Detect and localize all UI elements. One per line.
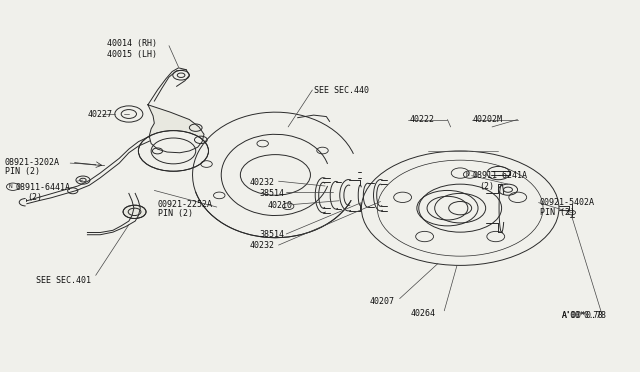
Text: A'00*0.78: A'00*0.78 <box>562 311 607 320</box>
Text: 08911-6241A: 08911-6241A <box>473 171 528 180</box>
Text: SEE SEC.440: SEE SEC.440 <box>314 86 369 94</box>
Text: N: N <box>9 184 13 189</box>
Text: 40264: 40264 <box>410 309 435 318</box>
Text: PIN (2): PIN (2) <box>4 167 40 176</box>
Text: PIN (2): PIN (2) <box>540 208 575 217</box>
Text: 40202M: 40202M <box>473 115 503 124</box>
Text: 40232: 40232 <box>250 241 275 250</box>
Text: (2): (2) <box>27 193 42 202</box>
Text: 40232: 40232 <box>250 178 275 187</box>
Text: 00921-2252A: 00921-2252A <box>157 200 212 209</box>
Text: PIN (2): PIN (2) <box>157 209 193 218</box>
Text: 40222: 40222 <box>409 115 434 124</box>
Text: 38514: 38514 <box>259 230 284 239</box>
Text: 40014 (RH): 40014 (RH) <box>106 39 157 48</box>
Text: 00921-5402A: 00921-5402A <box>540 198 595 207</box>
Text: 38514: 38514 <box>259 189 284 198</box>
Text: A'00*0.78: A'00*0.78 <box>562 311 604 320</box>
Text: 08921-3202A: 08921-3202A <box>4 157 60 167</box>
Circle shape <box>123 205 146 218</box>
Text: 40227: 40227 <box>88 109 113 119</box>
Text: 08911-6441A: 08911-6441A <box>15 183 70 192</box>
Text: 40015 (LH): 40015 (LH) <box>106 51 157 60</box>
Text: 40207: 40207 <box>370 297 395 306</box>
Text: SEE SEC.401: SEE SEC.401 <box>36 276 92 285</box>
Text: (2): (2) <box>479 182 494 190</box>
Text: 40210: 40210 <box>268 201 292 210</box>
Polygon shape <box>148 105 204 153</box>
Circle shape <box>138 131 209 171</box>
Text: N: N <box>466 172 470 177</box>
